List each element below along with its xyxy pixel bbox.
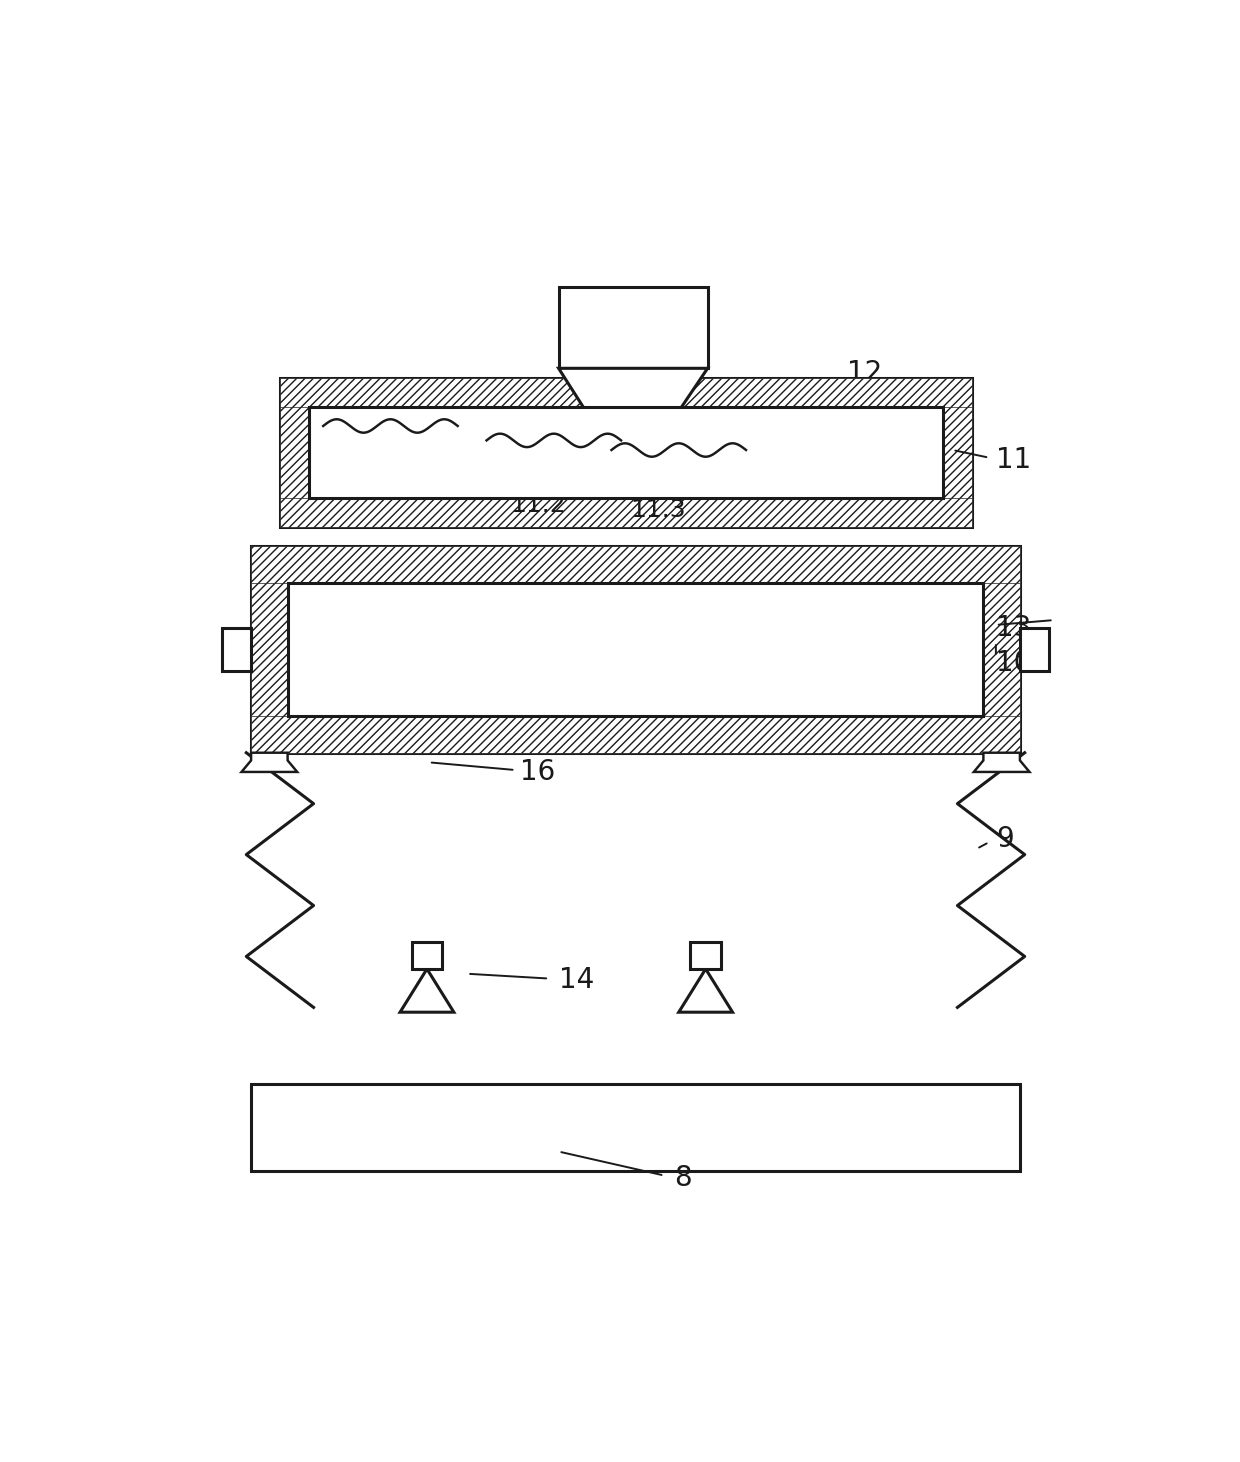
Bar	[1019, 627, 1049, 671]
Polygon shape	[678, 969, 733, 1012]
Text: 8: 8	[675, 1164, 692, 1193]
Bar	[250, 1085, 1021, 1171]
Bar	[222, 627, 250, 671]
Text: 11.2: 11.2	[511, 493, 567, 518]
Text: 10: 10	[996, 649, 1032, 677]
Bar	[280, 499, 972, 526]
Bar	[280, 379, 972, 406]
Text: 9: 9	[996, 825, 1013, 854]
Bar	[596, 421, 667, 474]
Polygon shape	[242, 753, 298, 772]
Text: 11.3: 11.3	[631, 499, 686, 522]
Bar	[280, 379, 972, 526]
Bar	[250, 547, 1021, 753]
Bar	[412, 942, 443, 969]
Text: 11: 11	[996, 446, 1032, 474]
Bar	[309, 406, 942, 499]
Bar	[983, 547, 1019, 753]
Bar	[288, 583, 983, 716]
Bar	[942, 379, 972, 526]
Bar	[250, 547, 288, 753]
Polygon shape	[401, 969, 454, 1012]
Bar	[280, 379, 309, 526]
Bar	[250, 547, 1021, 583]
Text: 11.1: 11.1	[362, 480, 417, 503]
Text: 12: 12	[847, 360, 882, 387]
Bar	[691, 942, 720, 969]
Text: 14: 14	[558, 966, 594, 994]
Text: 16: 16	[521, 757, 556, 787]
Polygon shape	[558, 368, 708, 421]
Text: 13: 13	[996, 614, 1032, 642]
Bar	[250, 716, 1021, 753]
Bar	[558, 287, 708, 368]
Polygon shape	[973, 753, 1029, 772]
